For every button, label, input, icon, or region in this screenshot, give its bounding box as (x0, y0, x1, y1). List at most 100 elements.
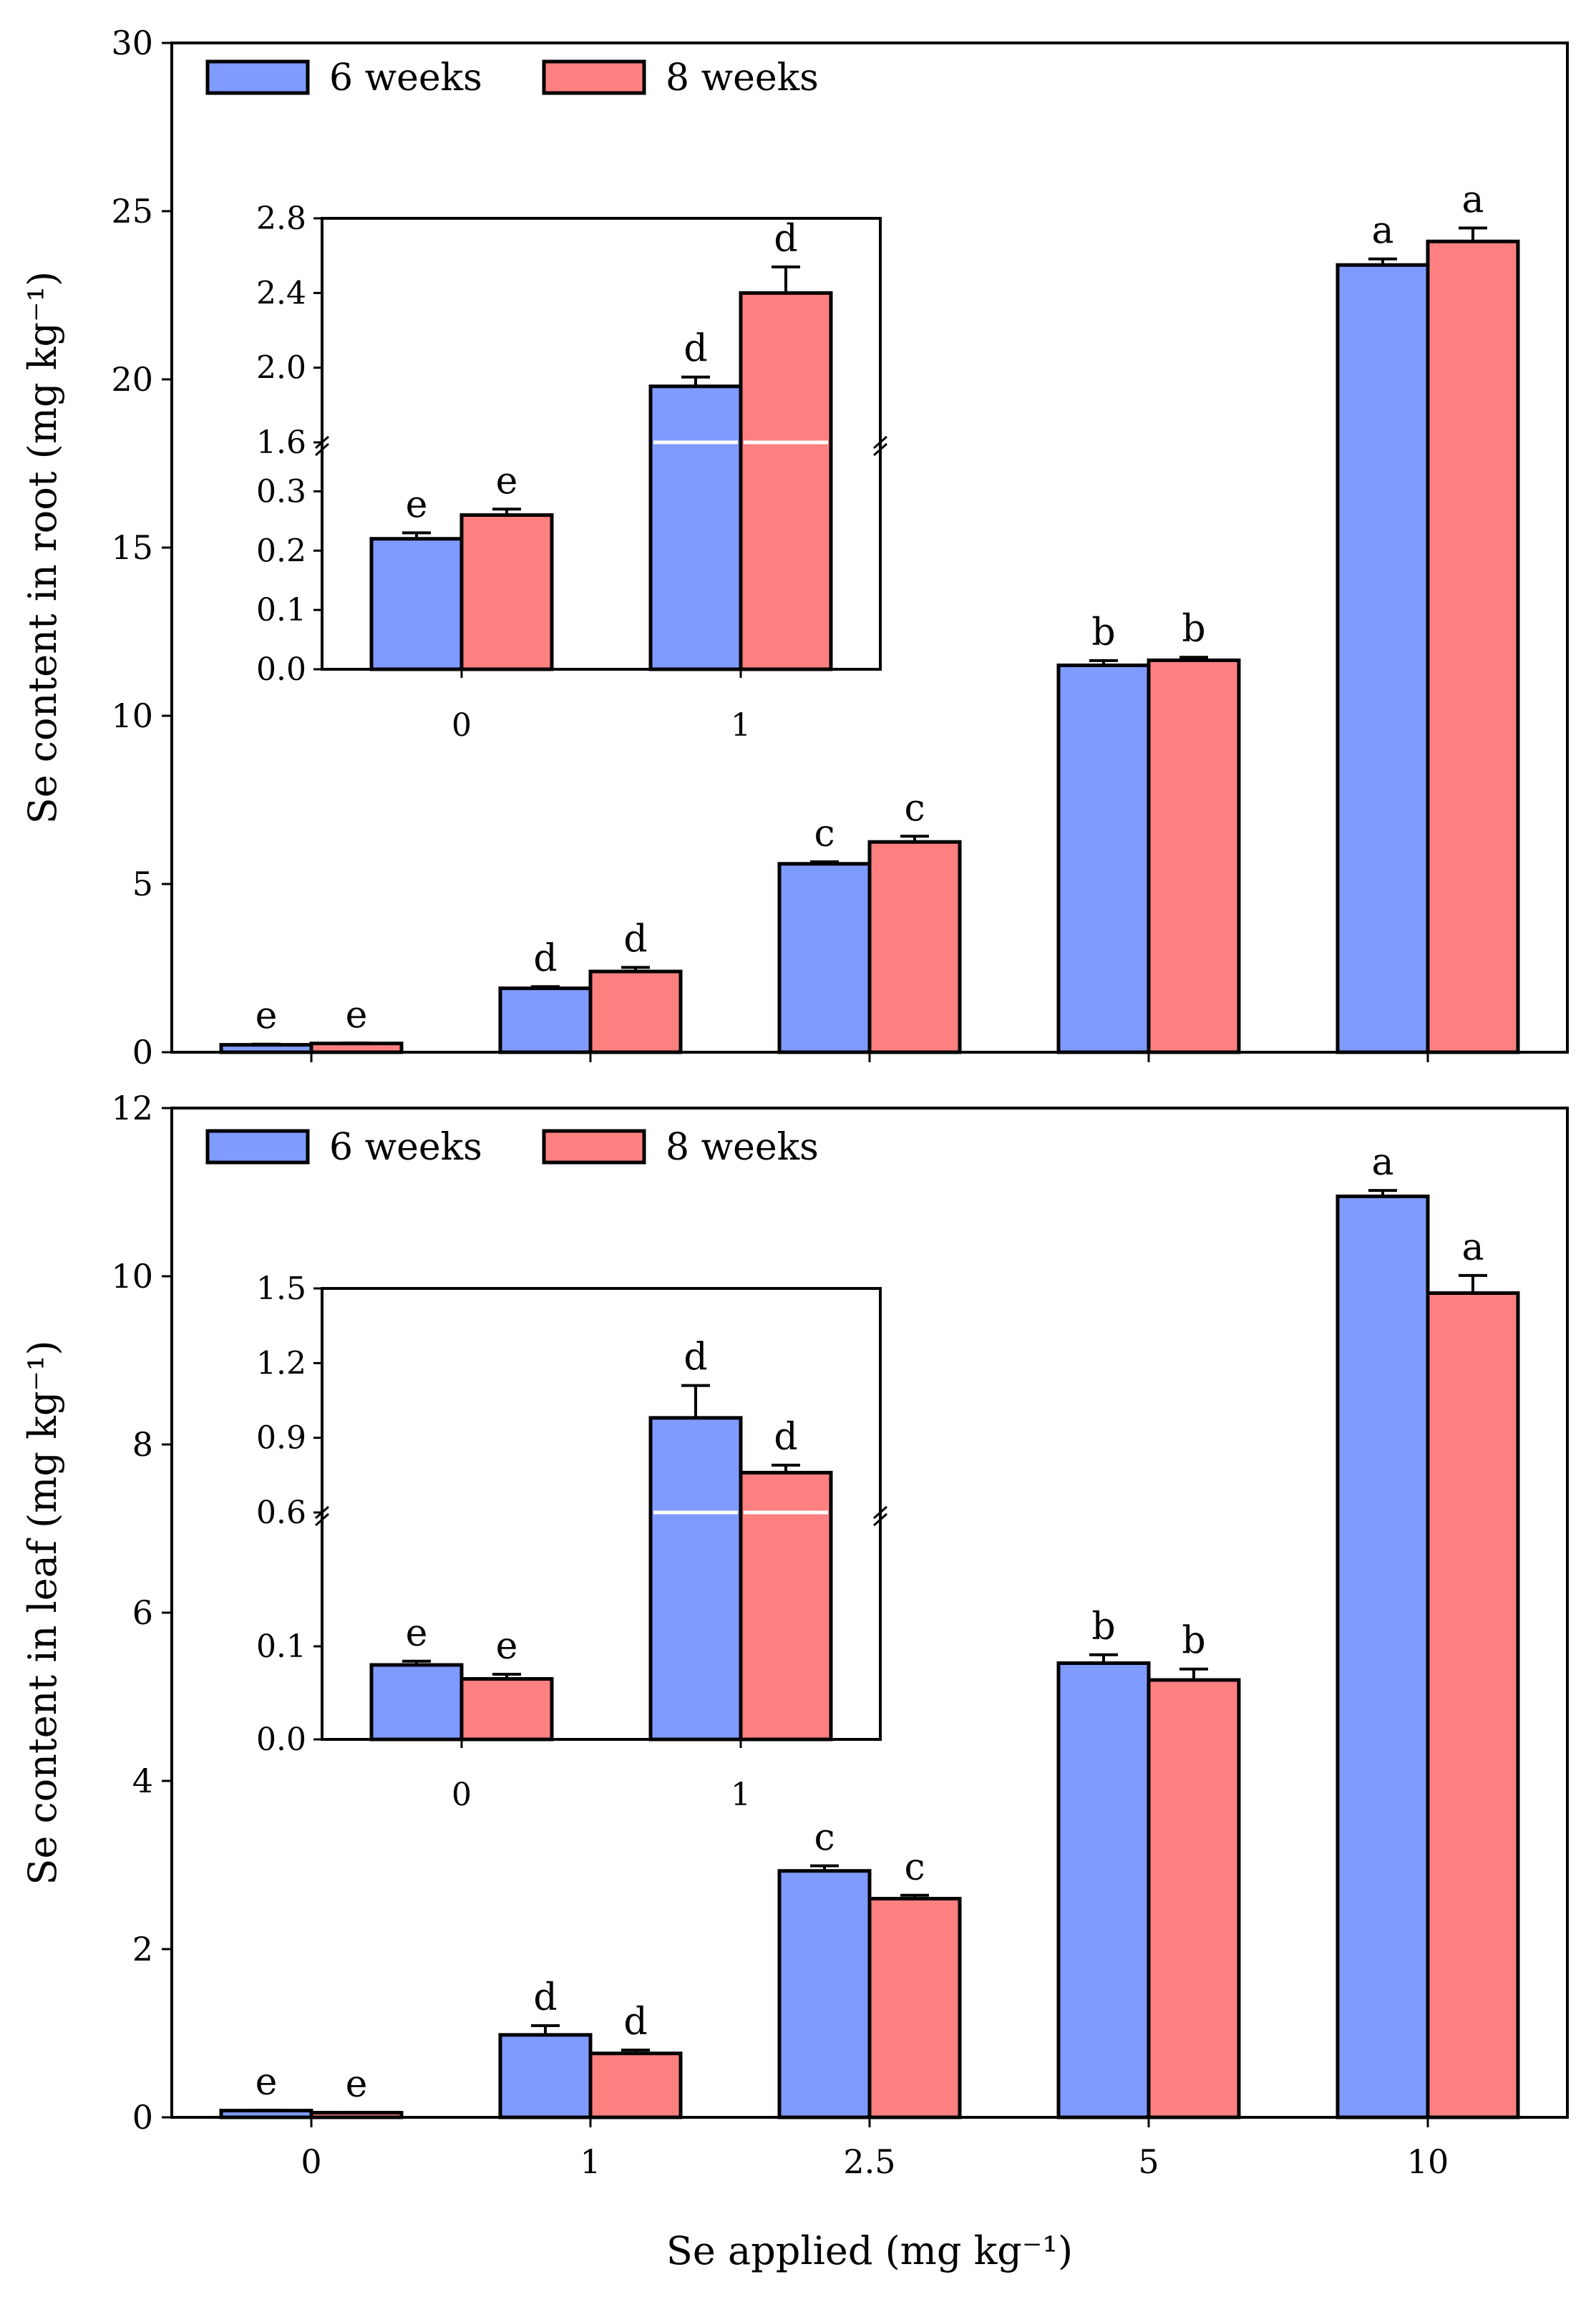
inset-significance-letter: e (406, 1612, 428, 1655)
significance-letter: d (623, 2001, 647, 2044)
bar-6-weeks-10 (1335, 263, 1430, 1054)
y-tick-label: 10 (111, 696, 153, 735)
bar-8-weeks-1 (588, 969, 683, 1054)
y-axis-label: Se content in leaf (mg kg⁻¹) (20, 1340, 65, 1885)
y-tick-label: 0 (132, 1033, 153, 1072)
inset-axis-break (873, 1512, 887, 1527)
inset-significance-letter: d (774, 218, 797, 261)
significance-letter: e (256, 995, 278, 1038)
inset-y-tick-label: 2.8 (256, 200, 306, 237)
significance-letter: d (533, 937, 557, 980)
inset-y-tick-label: 0.1 (256, 1628, 306, 1665)
x-axis-label: Se applied (mg kg⁻¹) (666, 2228, 1073, 2273)
bar-8-weeks-5 (1147, 658, 1241, 1054)
y-tick-label: 8 (132, 1425, 153, 1464)
inset-axis-break (873, 435, 887, 450)
inset-y-tick-label: 1.2 (256, 1345, 306, 1381)
inset-axis-break (873, 1505, 887, 1520)
y-tick-label: 20 (111, 360, 153, 399)
x-tick-label: 0 (301, 2142, 321, 2181)
significance-letter: b (1182, 608, 1205, 651)
significance-letter: a (1371, 210, 1393, 253)
inset-axis-break (315, 435, 329, 450)
significance-letter: e (346, 994, 368, 1036)
y-tick-label: 2 (132, 1930, 153, 1968)
bar-8-weeks-2-5 (867, 1897, 962, 2119)
bar-8-weeks-5 (1147, 1678, 1241, 2119)
bar-8-weeks-1 (588, 2051, 683, 2119)
inset-y-tick-label: 2.4 (256, 275, 306, 311)
legend-swatch-8-weeks (542, 1129, 646, 1165)
significance-letter: b (1091, 611, 1115, 654)
bar-6-weeks-2-5 (777, 862, 872, 1054)
inset-significance-letter: d (683, 1336, 707, 1379)
y-tick-label: 0 (132, 2098, 153, 2137)
y-tick-label: 12 (111, 1089, 153, 1127)
inset-bar-8-weeks-0 (459, 513, 554, 671)
bar-6-weeks-5 (1056, 1661, 1151, 2119)
bar-6-weeks-1 (498, 2033, 593, 2119)
inset-y-tick-label: 0.1 (256, 592, 306, 628)
inset-bar-8-weeks-1 (739, 291, 833, 671)
significance-letter: c (904, 787, 925, 830)
y-tick-label: 30 (111, 24, 153, 62)
inset-y-tick-label: 0.2 (256, 533, 306, 569)
bar-8-weeks-2-5 (867, 840, 962, 1054)
inset-y-tick-label: 0.9 (256, 1420, 306, 1457)
legend-label-6-weeks: 6 weeks (329, 57, 482, 99)
inset-y-tick-label: 0.3 (256, 473, 306, 510)
inset-bar-6-weeks-0 (369, 537, 464, 671)
significance-letter: b (1182, 1620, 1205, 1663)
y-tick-label: 4 (132, 1762, 153, 1800)
inset-bar-6-weeks-1 (648, 384, 743, 671)
legend-label-8-weeks: 8 weeks (666, 1126, 819, 1169)
inset-x-tick-label: 1 (731, 1777, 751, 1813)
inset-axis-break (315, 442, 329, 457)
inset-chart: 0.0 0.1 0.2 0.3 1.6 2.0 2.4 2.8 0 1 e d e d (256, 200, 887, 744)
inset-x-tick-label: 0 (452, 1777, 472, 1813)
inset-axis-break (873, 442, 887, 457)
bar-6-weeks-10 (1335, 1194, 1430, 2119)
legend-swatch-6-weeks (205, 59, 310, 95)
inset-significance-letter: d (774, 1416, 797, 1459)
inset-axis-break (315, 1512, 329, 1527)
significance-letter: a (1371, 1141, 1393, 1184)
inset-significance-letter: e (496, 1625, 518, 1668)
significance-letter: a (1461, 1226, 1484, 1269)
x-tick-label: 2.5 (843, 2142, 895, 2181)
y-tick-label: 6 (132, 1593, 153, 1632)
bar-6-weeks-1 (498, 986, 593, 1054)
bar-8-weeks-10 (1426, 239, 1520, 1054)
significance-letter: e (346, 2063, 368, 2106)
significance-letter: a (1461, 179, 1484, 222)
inset-significance-letter: d (683, 328, 707, 371)
legend-swatch-8-weeks (542, 59, 646, 95)
inset-y-tick-label: 2.0 (256, 350, 306, 387)
plot-frame (170, 42, 1569, 1054)
inset-axis-break (315, 1505, 329, 1520)
significance-letter: e (256, 2061, 278, 2104)
inset-significance-letter: e (406, 483, 428, 526)
significance-letter: d (623, 918, 647, 961)
inset-x-tick-label: 1 (731, 707, 751, 744)
legend-swatch-6-weeks (205, 1129, 310, 1165)
significance-letter: d (533, 1976, 557, 2019)
inset-y-tick-label: 1.5 (256, 1271, 306, 1307)
inset-chart: 0.0 0.1 0.6 0.9 1.2 1.5 0 1 e d e d (256, 1271, 887, 1813)
plot-frame (170, 1107, 1569, 2119)
y-tick-label: 15 (111, 528, 153, 567)
inset-y-tick-label: 0.0 (256, 651, 306, 688)
significance-letter: b (1091, 1606, 1115, 1648)
inset-significance-letter: e (496, 460, 518, 502)
inset-bar-8-weeks-1 (739, 1470, 833, 1742)
inset-bar-6-weeks-1 (648, 1416, 743, 1742)
significance-letter: c (814, 812, 835, 855)
inset-y-tick-label: 1.6 (256, 424, 306, 461)
y-tick-label: 10 (111, 1257, 153, 1296)
y-tick-label: 25 (111, 192, 153, 230)
inset-y-tick-label: 0.0 (256, 1721, 306, 1758)
significance-letter: c (814, 1817, 835, 1860)
